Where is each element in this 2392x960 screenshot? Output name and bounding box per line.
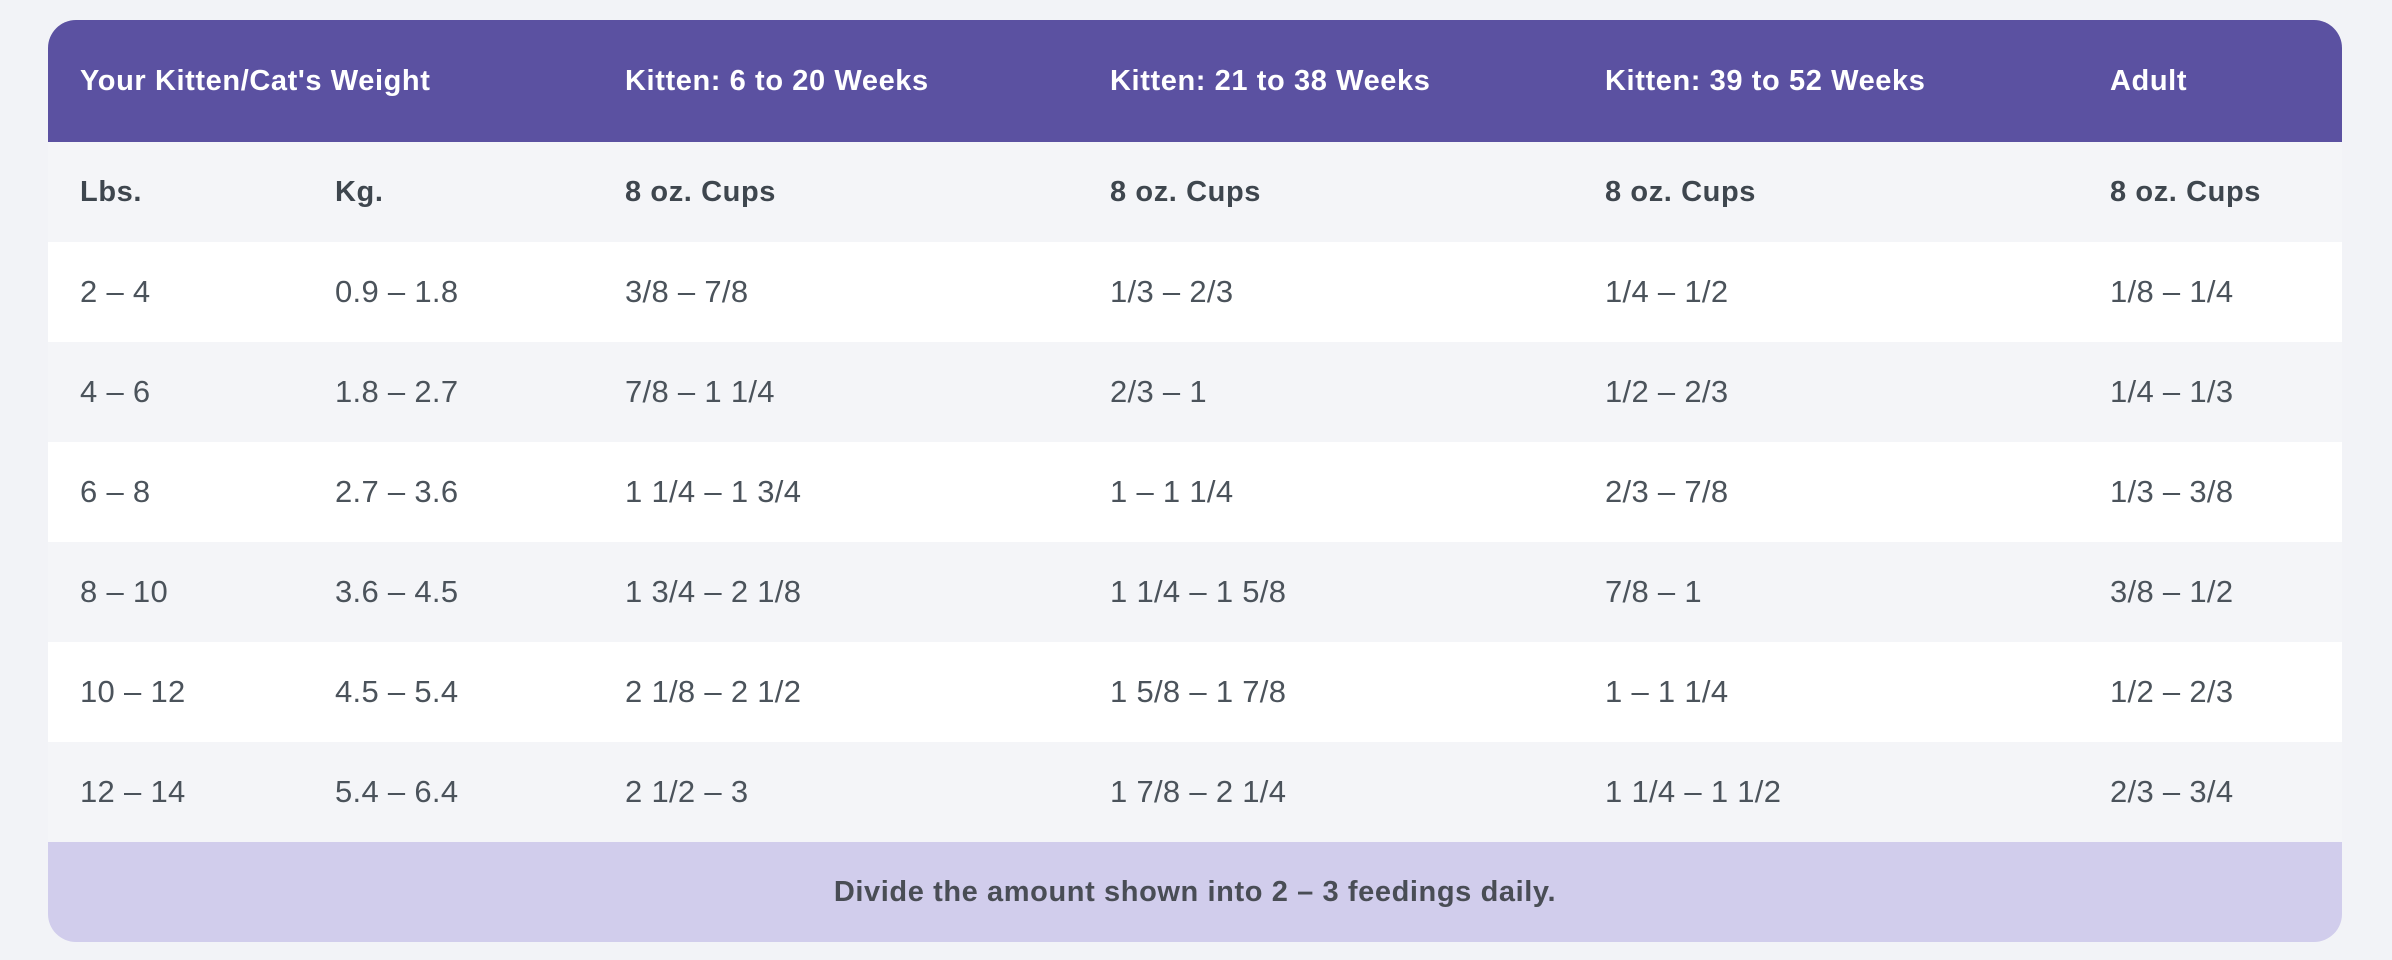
- table-footer-note-row: Divide the amount shown into 2 – 3 feedi…: [48, 842, 2342, 942]
- cell-lbs: 12 – 14: [80, 774, 186, 809]
- cell-lbs: 6 – 8: [80, 474, 151, 509]
- feeding-chart-table: Your Kitten/Cat's Weight Kitten: 6 to 20…: [48, 20, 2342, 942]
- cell-cups-6-20: 3/8 – 7/8: [625, 274, 749, 309]
- cell-cups-21-38: 1 – 1 1/4: [1110, 474, 1234, 509]
- cell-cups-21-38: 1/3 – 2/3: [1110, 274, 1234, 309]
- subheader-lbs: Lbs.: [80, 175, 143, 208]
- subheader-cups-3: 8 oz. Cups: [1605, 175, 1757, 208]
- cell-kg: 1.8 – 2.7: [335, 374, 459, 409]
- cell-cups-39-52: 1 – 1 1/4: [1605, 674, 1729, 709]
- cell-lbs: 4 – 6: [80, 374, 151, 409]
- cell-cups-6-20: 2 1/2 – 3: [625, 774, 749, 809]
- cell-cups-39-52: 1/2 – 2/3: [1605, 374, 1729, 409]
- table-row: 12 – 14 5.4 – 6.4 2 1/2 – 3 1 7/8 – 2 1/…: [48, 742, 2342, 842]
- table-subheader-row: Lbs. Kg. 8 oz. Cups 8 oz. Cups 8 oz. Cup…: [48, 142, 2342, 242]
- table-header-row: Your Kitten/Cat's Weight Kitten: 6 to 20…: [48, 20, 2342, 142]
- subheader-cups-1: 8 oz. Cups: [625, 175, 777, 208]
- cell-lbs: 10 – 12: [80, 674, 186, 709]
- cell-cups-adult: 1/8 – 1/4: [2110, 274, 2234, 309]
- cell-lbs: 2 – 4: [80, 274, 151, 309]
- cell-cups-21-38: 1 1/4 – 1 5/8: [1110, 574, 1287, 609]
- cell-kg: 3.6 – 4.5: [335, 574, 459, 609]
- table-row: 10 – 12 4.5 – 5.4 2 1/8 – 2 1/2 1 5/8 – …: [48, 642, 2342, 742]
- cell-cups-39-52: 1/4 – 1/2: [1605, 274, 1729, 309]
- cell-cups-21-38: 2/3 – 1: [1110, 374, 1207, 409]
- table-row: 8 – 10 3.6 – 4.5 1 3/4 – 2 1/8 1 1/4 – 1…: [48, 542, 2342, 642]
- table-row: 2 – 4 0.9 – 1.8 3/8 – 7/8 1/3 – 2/3 1/4 …: [48, 242, 2342, 342]
- cell-cups-6-20: 2 1/8 – 2 1/2: [625, 674, 802, 709]
- cell-kg: 2.7 – 3.6: [335, 474, 459, 509]
- header-weight: Your Kitten/Cat's Weight: [80, 64, 431, 97]
- cell-cups-adult: 1/4 – 1/3: [2110, 374, 2234, 409]
- cell-cups-21-38: 1 5/8 – 1 7/8: [1110, 674, 1287, 709]
- cell-kg: 4.5 – 5.4: [335, 674, 459, 709]
- cell-cups-6-20: 1 3/4 – 2 1/8: [625, 574, 802, 609]
- cell-cups-39-52: 1 1/4 – 1 1/2: [1605, 774, 1782, 809]
- header-kitten-39-52: Kitten: 39 to 52 Weeks: [1605, 64, 1926, 97]
- cell-cups-adult: 1/2 – 2/3: [2110, 674, 2234, 709]
- cell-cups-6-20: 7/8 – 1 1/4: [625, 374, 775, 409]
- table-row: 4 – 6 1.8 – 2.7 7/8 – 1 1/4 2/3 – 1 1/2 …: [48, 342, 2342, 442]
- cell-cups-adult: 2/3 – 3/4: [2110, 774, 2234, 809]
- subheader-cups-4: 8 oz. Cups: [2110, 175, 2262, 208]
- header-kitten-6-20: Kitten: 6 to 20 Weeks: [625, 64, 929, 97]
- cell-cups-adult: 1/3 – 3/8: [2110, 474, 2234, 509]
- cell-lbs: 8 – 10: [80, 574, 168, 609]
- subheader-kg: Kg.: [335, 175, 384, 208]
- cell-cups-21-38: 1 7/8 – 2 1/4: [1110, 774, 1287, 809]
- header-adult: Adult: [2110, 64, 2188, 97]
- cell-cups-39-52: 2/3 – 7/8: [1605, 474, 1729, 509]
- footer-note-text: Divide the amount shown into 2 – 3 feedi…: [833, 875, 1557, 908]
- cell-cups-adult: 3/8 – 1/2: [2110, 574, 2234, 609]
- cell-kg: 0.9 – 1.8: [335, 274, 459, 309]
- table-row: 6 – 8 2.7 – 3.6 1 1/4 – 1 3/4 1 – 1 1/4 …: [48, 442, 2342, 542]
- header-kitten-21-38: Kitten: 21 to 38 Weeks: [1110, 64, 1431, 97]
- subheader-cups-2: 8 oz. Cups: [1110, 175, 1262, 208]
- cell-cups-6-20: 1 1/4 – 1 3/4: [625, 474, 802, 509]
- cell-cups-39-52: 7/8 – 1: [1605, 574, 1702, 609]
- cell-kg: 5.4 – 6.4: [335, 774, 459, 809]
